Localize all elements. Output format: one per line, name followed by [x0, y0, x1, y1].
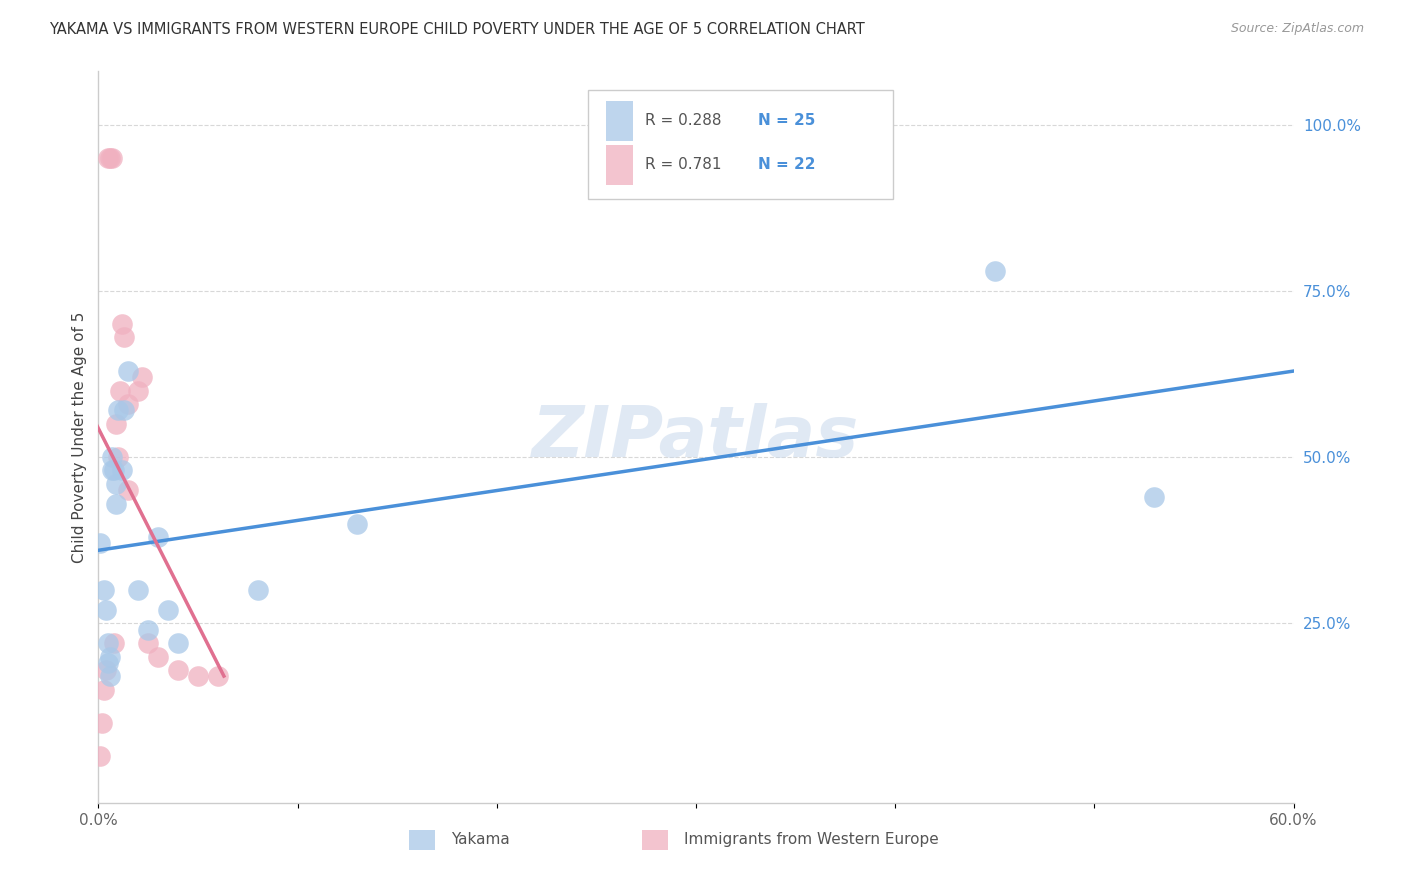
Point: [117, 397, 139, 411]
Point: [187, 669, 209, 683]
Point: [89, 749, 111, 764]
Point: [98, 649, 122, 664]
Point: [107, 403, 129, 417]
Text: N = 22: N = 22: [758, 157, 815, 172]
Point: [101, 463, 124, 477]
Point: [111, 317, 134, 331]
Point: [103, 463, 125, 477]
Text: Immigrants from Western Europe: Immigrants from Western Europe: [685, 832, 939, 847]
Point: [1143, 490, 1166, 504]
Point: [93, 582, 115, 597]
Point: [93, 682, 115, 697]
Bar: [606, 101, 633, 141]
Point: [148, 649, 170, 664]
Point: [346, 516, 368, 531]
Point: [117, 363, 139, 377]
Bar: [606, 145, 633, 185]
Point: [984, 264, 1007, 278]
Text: Yakama: Yakama: [451, 832, 510, 847]
Point: [101, 450, 124, 464]
Text: Source: ZipAtlas.com: Source: ZipAtlas.com: [1230, 22, 1364, 36]
Point: [91, 716, 114, 731]
Point: [148, 530, 170, 544]
Point: [246, 582, 269, 597]
Point: [167, 636, 190, 650]
Point: [167, 663, 190, 677]
Text: YAKAMA VS IMMIGRANTS FROM WESTERN EUROPE CHILD POVERTY UNDER THE AGE OF 5 CORREL: YAKAMA VS IMMIGRANTS FROM WESTERN EUROPE…: [49, 22, 865, 37]
Bar: [409, 830, 436, 850]
Point: [105, 476, 128, 491]
Point: [97, 656, 120, 670]
Text: R = 0.781: R = 0.781: [644, 157, 721, 172]
Point: [97, 636, 120, 650]
Point: [136, 623, 159, 637]
Point: [127, 384, 149, 398]
Point: [89, 536, 111, 550]
Point: [112, 403, 135, 417]
Point: [111, 463, 134, 477]
Point: [110, 384, 132, 398]
Point: [103, 636, 125, 650]
Point: [117, 483, 139, 498]
Point: [136, 636, 159, 650]
Y-axis label: Child Poverty Under the Age of 5: Child Poverty Under the Age of 5: [72, 311, 87, 563]
FancyBboxPatch shape: [589, 90, 893, 200]
Point: [105, 417, 128, 431]
Point: [97, 151, 120, 165]
Point: [96, 603, 118, 617]
Point: [131, 370, 153, 384]
Text: N = 25: N = 25: [758, 113, 815, 128]
Point: [101, 151, 124, 165]
Bar: [643, 830, 668, 850]
Point: [98, 151, 122, 165]
Point: [98, 669, 122, 683]
Text: ZIPatlas: ZIPatlas: [533, 402, 859, 472]
Text: R = 0.288: R = 0.288: [644, 113, 721, 128]
Point: [112, 330, 135, 344]
Point: [157, 603, 180, 617]
Point: [96, 663, 118, 677]
Point: [105, 497, 128, 511]
Point: [127, 582, 149, 597]
Point: [107, 450, 129, 464]
Point: [207, 669, 229, 683]
